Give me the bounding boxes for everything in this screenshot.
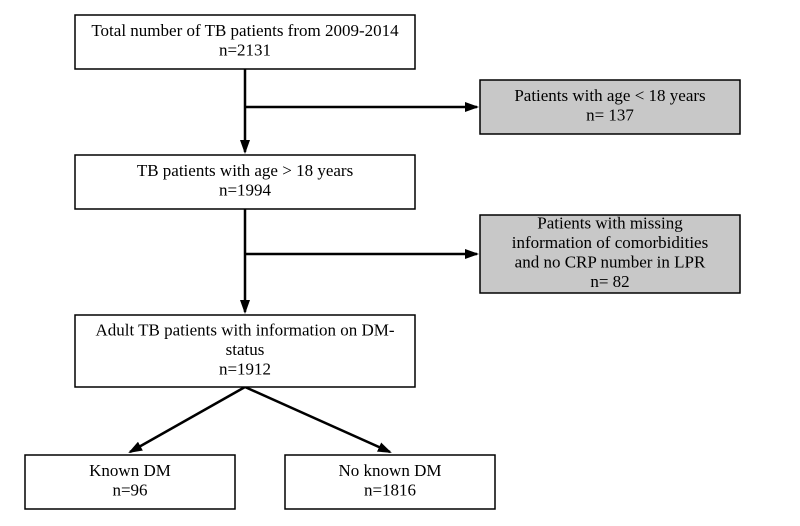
flow-node-text: n=1994 [219, 181, 272, 200]
flow-arrow [245, 387, 390, 452]
flow-node-text: n=2131 [219, 41, 271, 60]
flow-node-text: TB patients with age > 18 years [137, 161, 353, 180]
flow-node-text: and no CRP number in LPR [515, 253, 706, 272]
flow-arrow [130, 387, 245, 452]
flow-node-text: information of comorbidities [512, 233, 708, 252]
flow-node-text: n= 137 [586, 106, 634, 125]
flow-node-text: n=1816 [364, 481, 416, 500]
flow-node-text: No known DM [339, 461, 442, 480]
flow-node-text: n=1912 [219, 359, 271, 378]
flow-node-text: Patients with age < 18 years [514, 86, 705, 105]
flow-node-text: n= 82 [590, 272, 629, 291]
flow-node-text: n=96 [112, 481, 147, 500]
flow-node-text: Patients with missing [537, 214, 683, 233]
flow-node-text: Known DM [89, 461, 171, 480]
flow-node-text: Total number of TB patients from 2009-20… [91, 21, 399, 40]
flow-node-text: Adult TB patients with information on DM… [95, 320, 394, 339]
flow-node-text: status [226, 340, 265, 359]
